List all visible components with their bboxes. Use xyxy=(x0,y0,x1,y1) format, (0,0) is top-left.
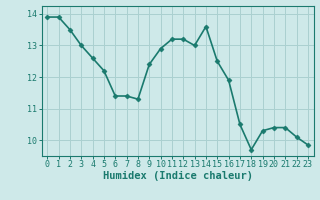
X-axis label: Humidex (Indice chaleur): Humidex (Indice chaleur) xyxy=(103,171,252,181)
